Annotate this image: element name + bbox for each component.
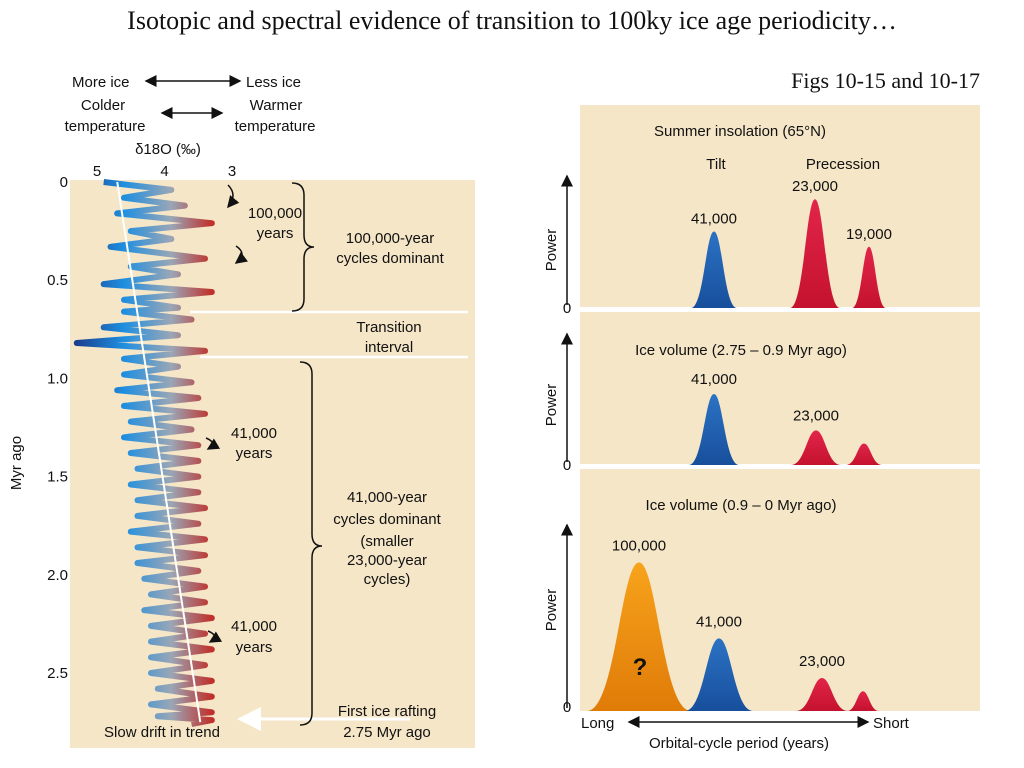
- spectral-peak-labels: 41,000 23,000 19,000 41,000 23,000 100,000 41,…: [612, 178, 892, 670]
- d18o-tick-label: 4: [160, 163, 168, 180]
- peak-label-ice-early-0: 41,000: [691, 371, 737, 388]
- panel-ice-late-title: Ice volume (0.9 – 0 Myr ago): [646, 497, 837, 514]
- first-ice-rafting-age: 2.75 Myr ago: [343, 724, 431, 741]
- less-ice-label: Less ice: [246, 74, 301, 91]
- peak-label-ice-late-0: 100,000: [612, 538, 666, 555]
- peak-label-tilt: 41,000: [691, 211, 737, 228]
- zero-label-2: 0: [563, 457, 571, 474]
- peak-precession-23k: [790, 199, 840, 308]
- d18o-record-line: [73, 179, 215, 728]
- d18o-tick-label: 5: [93, 163, 101, 180]
- age-tick-label: 1.0: [47, 370, 68, 387]
- dominant-41k-line-3: (smaller: [360, 533, 413, 550]
- d18o-tick-label: 3: [228, 163, 236, 180]
- transition-label-1: Transition: [356, 319, 421, 336]
- power-label-2: Power: [543, 384, 560, 427]
- question-mark: ?: [633, 654, 648, 681]
- dominant-41k-line-5: cycles): [364, 571, 411, 588]
- age-tick-labels: 0 0.5 1.0 1.5 2.0 2.5: [47, 174, 68, 682]
- power-label-3: Power: [543, 589, 560, 632]
- peak-tilt: [691, 231, 737, 308]
- annotation-100k-unit: years: [257, 225, 294, 242]
- brace-100k-cycles: [291, 182, 315, 312]
- colder-label: Colder: [81, 97, 125, 114]
- slide-title: Isotopic and spectral evidence of transi…: [127, 6, 897, 35]
- age-tick-label: 2.5: [47, 665, 68, 682]
- transition-label-2: interval: [365, 339, 413, 356]
- warmer-temperature-label: temperature: [235, 118, 316, 135]
- d18o-axis-title: δ18O (‰): [135, 141, 201, 158]
- dominant-41k-line-2: cycles dominant: [333, 511, 441, 528]
- peak-label-precession-23k: 23,000: [792, 178, 838, 195]
- left-panel-background: [70, 180, 475, 748]
- panel-insolation-background: [580, 105, 980, 307]
- brace-41k-cycles: [299, 361, 323, 726]
- panel-insolation-title: Summer insolation (65°N): [654, 123, 826, 140]
- d18o-tick-labels: 5 4 3: [93, 163, 236, 180]
- period-axis-title: Orbital-cycle period (years): [649, 735, 829, 752]
- cycle-arrow-100k-a: [227, 184, 240, 209]
- age-tick-label: 0: [60, 174, 68, 191]
- peak-ice-early-2: [846, 443, 882, 465]
- zero-label-3: 0: [563, 699, 571, 716]
- peak-ice-late-0: [587, 562, 691, 711]
- cycle-arrow-41k-b: [207, 630, 223, 643]
- first-ice-rafting-label: First ice rafting: [338, 703, 436, 720]
- age-tick-label: 2.0: [47, 567, 68, 584]
- dominant-41k-line-4: 23,000-year: [347, 552, 427, 569]
- slide-subtitle: Figs 10-15 and 10-17: [791, 68, 980, 93]
- slow-drift-label: Slow drift in trend: [104, 724, 220, 741]
- power-label-1: Power: [543, 229, 560, 272]
- tilt-label: Tilt: [706, 156, 726, 173]
- annotation-41k-a-unit: years: [236, 445, 273, 462]
- annotation-41k-a-value: 41,000: [231, 425, 277, 442]
- peak-precession-19k: [852, 246, 886, 308]
- peak-ice-late-1: [685, 638, 753, 711]
- spectral-peaks: [587, 199, 886, 711]
- zero-label-1: 0: [563, 300, 571, 317]
- peak-ice-early-1: [791, 430, 841, 465]
- panel-ice-early-background: [580, 312, 980, 464]
- dominant-41k-line-1: 41,000-year: [347, 489, 427, 506]
- peak-label-precession-19k: 19,000: [846, 226, 892, 243]
- more-ice-label: More ice: [72, 74, 130, 91]
- precession-label: Precession: [806, 156, 880, 173]
- trend-line: [116, 181, 202, 723]
- age-tick-label: 0.5: [47, 272, 68, 289]
- peak-label-ice-early-1: 23,000: [793, 407, 839, 424]
- annotation-41k-b-value: 41,000: [231, 618, 277, 635]
- long-label: Long: [581, 715, 614, 732]
- peak-ice-early-0: [689, 394, 739, 465]
- cycle-arrow-100k-b: [234, 245, 248, 264]
- colder-temperature-label: temperature: [65, 118, 146, 135]
- annotation-41k-b-unit: years: [236, 639, 273, 656]
- panel-ice-early-title: Ice volume (2.75 – 0.9 Myr ago): [635, 342, 847, 359]
- peak-ice-late-2: [796, 678, 848, 711]
- short-label: Short: [873, 715, 910, 732]
- age-axis-title: Myr ago: [8, 436, 25, 490]
- warmer-label: Warmer: [250, 97, 303, 114]
- peak-ice-late-3: [847, 691, 879, 711]
- annotation-100k-dominant-2: cycles dominant: [336, 250, 444, 267]
- age-tick-label: 1.5: [47, 469, 68, 486]
- peak-label-ice-late-2: 23,000: [799, 653, 845, 670]
- annotation-100k-value: 100,000: [248, 205, 302, 222]
- annotation-100k-dominant-1: 100,000-year: [346, 230, 434, 247]
- cycle-arrow-41k-a: [205, 437, 221, 450]
- peak-label-ice-late-1: 41,000: [696, 613, 742, 630]
